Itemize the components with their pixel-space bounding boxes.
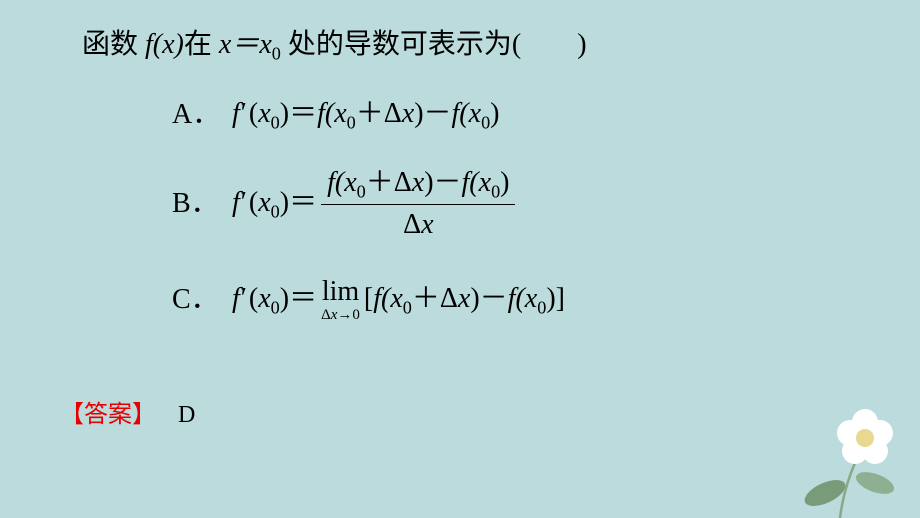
q-xeq: x＝x — [219, 29, 272, 60]
fraction: f(x0＋Δx)－f(x0) Δx — [321, 165, 515, 244]
opt-c-expr: f′(x0)＝ lim Δx→0 [f(x0＋Δx)－f(x0)] — [232, 278, 565, 323]
option-c: C． f′(x0)＝ lim Δx→0 [f(x0＋Δx)－f(x0)] — [172, 278, 842, 323]
flower-decoration — [770, 388, 920, 518]
answer-label: 【答案】 — [60, 402, 156, 428]
opt-a-expr: f′(x0)＝f(x0＋Δx)－f(x0) — [232, 96, 499, 135]
slide-content: 函数 f(x)在 x＝x0 处的导数可表示为( ) A． f′(x0)＝f(x0… — [82, 24, 842, 353]
q-mid1: 在 — [184, 29, 219, 60]
opt-c-label: C． — [172, 282, 232, 318]
opt-a-label: A． — [172, 97, 232, 133]
opt-b-label: B． — [172, 186, 232, 222]
q-blank — [521, 29, 577, 60]
q-end: ) — [577, 29, 586, 60]
options-block: A． f′(x0)＝f(x0＋Δx)－f(x0) B． f′(x0)＝ f(x0… — [172, 96, 842, 323]
answer-value: D — [178, 402, 195, 428]
q-prefix: 函数 — [82, 29, 145, 60]
q-fx: f(x) — [145, 29, 184, 60]
opt-b-expr: f′(x0)＝ f(x0＋Δx)－f(x0) Δx — [232, 165, 519, 244]
option-b: B． f′(x0)＝ f(x0＋Δx)－f(x0) Δx — [172, 165, 842, 244]
answer-block: 【答案】 D — [60, 394, 195, 429]
q-mid2: 处的导数可表示为( — [281, 29, 521, 60]
question-text: 函数 f(x)在 x＝x0 处的导数可表示为( ) — [82, 24, 842, 68]
limit: lim Δx→0 — [321, 278, 360, 323]
q-xsub: 0 — [272, 44, 281, 64]
option-a: A． f′(x0)＝f(x0＋Δx)－f(x0) — [172, 96, 842, 135]
